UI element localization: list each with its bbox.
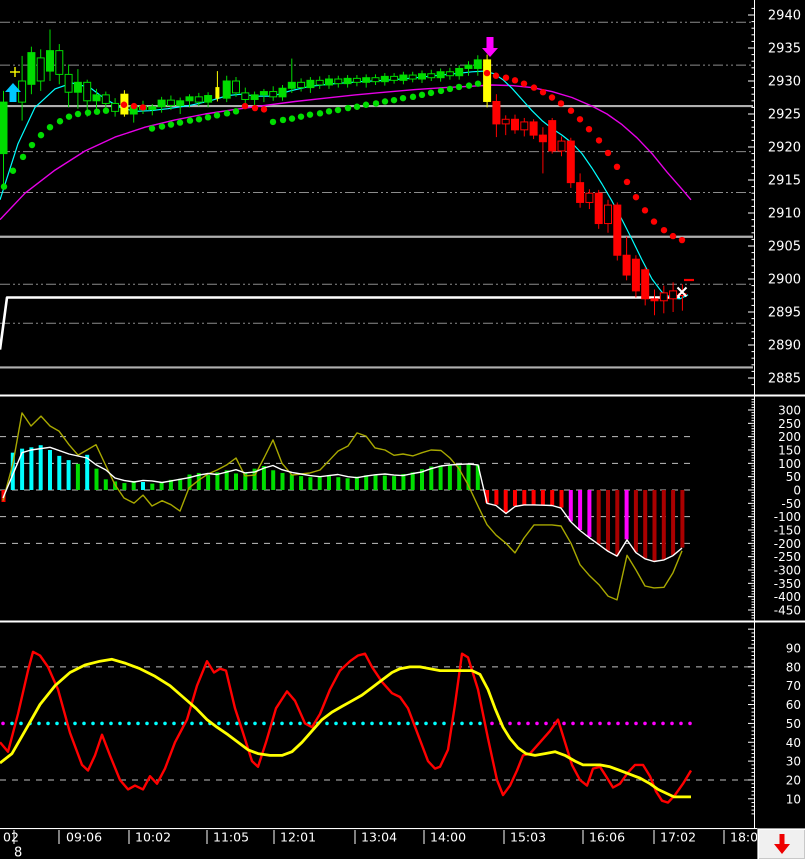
svg-text:2905: 2905 [768, 240, 801, 255]
signal-markers-layer [5, 37, 694, 298]
svg-text:90: 90 [786, 642, 801, 656]
svg-text:10:02: 10:02 [135, 830, 171, 845]
svg-text:17:02: 17:02 [660, 830, 696, 845]
svg-text:-300: -300 [774, 564, 801, 578]
svg-text:2900: 2900 [768, 273, 801, 288]
histogram-panel[interactable] [0, 412, 692, 601]
svg-text:09:06: 09:06 [66, 830, 102, 845]
svg-text:-150: -150 [774, 524, 801, 538]
svg-text:2890: 2890 [768, 339, 801, 354]
price-panel[interactable] [0, 21, 753, 369]
svg-text:-100: -100 [774, 510, 801, 524]
svg-text:40: 40 [786, 736, 801, 750]
svg-text:150: 150 [778, 443, 801, 457]
svg-text:2915: 2915 [768, 174, 801, 189]
price-axis[interactable]: 2940 2935 2930 2925 2920 2915 2910 2905 2900 2895… [748, 0, 801, 828]
svg-text:-250: -250 [774, 550, 801, 564]
sell-signal-down-arrow [482, 37, 498, 57]
svg-text:200: 200 [778, 430, 801, 444]
svg-text:12:01: 12:01 [280, 830, 316, 845]
svg-text:16:06: 16:06 [589, 830, 625, 845]
svg-text:60: 60 [786, 698, 801, 712]
svg-text:2910: 2910 [768, 207, 801, 222]
svg-text:10: 10 [786, 792, 801, 806]
svg-text:-200: -200 [774, 537, 801, 551]
svg-text:-400: -400 [774, 590, 801, 604]
svg-text:250: 250 [778, 417, 801, 431]
svg-text:20: 20 [786, 773, 801, 787]
red-down-arrow-icon [773, 834, 790, 854]
svg-text:2930: 2930 [768, 75, 801, 90]
svg-text:2920: 2920 [768, 141, 801, 156]
svg-text:-50: -50 [781, 497, 801, 511]
panel-separators [0, 394, 805, 830]
svg-text:30: 30 [786, 755, 801, 769]
svg-text:70: 70 [786, 679, 801, 693]
svg-text:02: 02 [3, 830, 19, 845]
candles-layer [0, 29, 687, 316]
scroll-to-latest-button[interactable] [757, 828, 805, 859]
svg-text:-350: -350 [774, 577, 801, 591]
oscillator-panel[interactable] [0, 650, 753, 804]
svg-text:18:0: 18:0 [730, 830, 758, 845]
svg-text:11:05: 11:05 [213, 830, 249, 845]
svg-text:13:04: 13:04 [361, 830, 397, 845]
svg-text:-450: -450 [774, 604, 801, 618]
svg-text:50: 50 [786, 470, 801, 484]
svg-text:15:03: 15:03 [510, 830, 546, 845]
svg-text:0: 0 [793, 484, 801, 498]
svg-text:80: 80 [786, 660, 801, 674]
svg-text:2935: 2935 [768, 42, 801, 57]
svg-text:8: 8 [14, 846, 22, 859]
svg-text:50: 50 [786, 717, 801, 731]
svg-text:2885: 2885 [768, 372, 801, 387]
buy-signal-up-arrow [5, 83, 21, 102]
svg-text:300: 300 [778, 403, 801, 417]
time-axis[interactable]: 02 09:06 10:02 11:05 12:01 13:04 14:00 15:03 16:… [0, 829, 805, 859]
svg-text:14:00: 14:00 [430, 830, 466, 845]
svg-text:2940: 2940 [768, 9, 801, 24]
svg-text:100: 100 [778, 457, 801, 471]
svg-text:2925: 2925 [768, 108, 801, 123]
psar-dots-layer [0, 69, 686, 244]
svg-text:2895: 2895 [768, 306, 801, 321]
